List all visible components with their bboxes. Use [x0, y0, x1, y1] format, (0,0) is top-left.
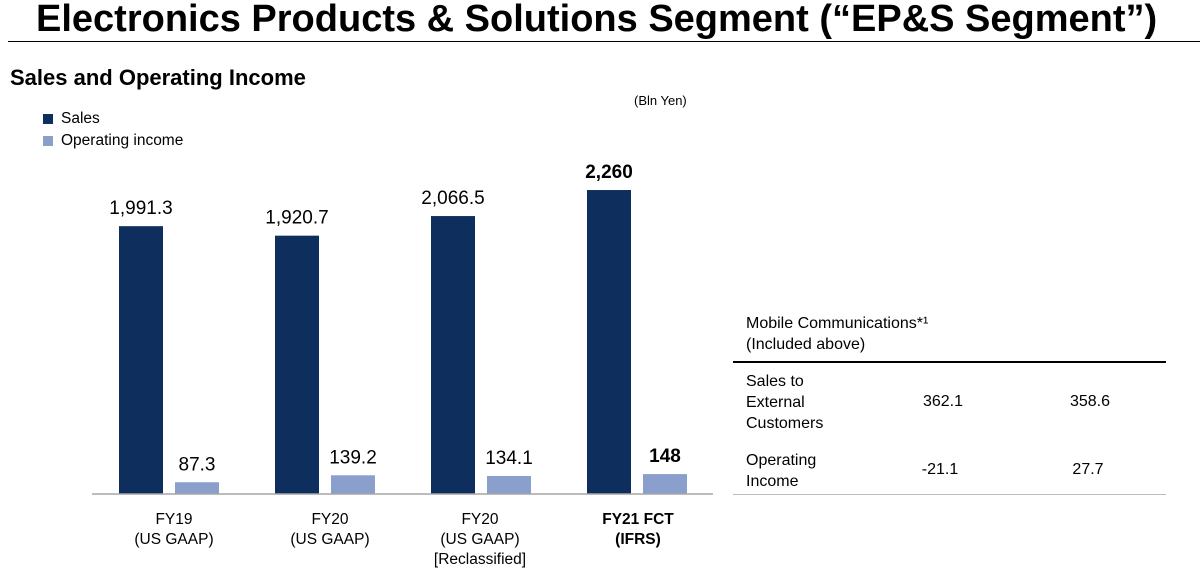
data-label-sales: 2,066.5	[421, 188, 484, 209]
bar-operating-income	[331, 475, 375, 494]
row-label-line: Income	[746, 473, 799, 490]
category-label: (US GAAP)	[290, 531, 369, 548]
bar-operating-income	[175, 482, 219, 494]
table-cell: 358.6	[1069, 393, 1111, 410]
table-cell: 362.1	[922, 393, 964, 410]
page-title: Electronics Products & Solutions Segment…	[36, 0, 1158, 40]
category-label: (IFRS)	[615, 531, 661, 548]
unit-label: (Bln Yen)	[634, 93, 687, 108]
row-label-line: Operating	[746, 452, 817, 469]
category-label: (US GAAP)	[440, 531, 519, 548]
data-label-operating-income: 134.1	[485, 448, 533, 469]
row-label-sales-external: Sales to External Customers	[746, 371, 823, 434]
category-label: [Reclassified]	[434, 551, 526, 568]
bar-sales	[275, 235, 319, 495]
legend-swatch-operating-income	[43, 136, 53, 146]
mobile-table-title: Mobile Communications*¹	[746, 315, 929, 332]
row-label-line: External	[746, 394, 805, 411]
bar-sales	[431, 216, 475, 494]
bar-operating-income	[487, 475, 531, 494]
row-label-line: Sales to	[746, 373, 804, 390]
table-cell: 27.7	[1072, 461, 1104, 478]
mobile-table-header: Mobile Communications*¹ (Included above)	[746, 313, 928, 355]
data-label-operating-income: 87.3	[179, 454, 216, 475]
chart-subtitle: Sales and Operating Income	[10, 65, 306, 90]
row-label-line: Customers	[746, 415, 824, 432]
legend-label-sales: Sales	[61, 110, 100, 127]
data-label-sales: 1,991.3	[109, 198, 172, 219]
table-bottom-rule	[733, 494, 1166, 495]
legend-label-operating-income: Operating income	[61, 132, 184, 149]
row-label-operating-income: Operating Income	[746, 450, 816, 492]
category-label: FY19	[155, 511, 192, 528]
legend-swatch-sales	[43, 114, 53, 124]
chart-legend: Sales Operating income	[43, 108, 183, 152]
bar-operating-income	[643, 474, 687, 494]
bar-sales	[587, 190, 631, 494]
data-label-sales: 1,920.7	[265, 208, 328, 229]
table-top-rule	[733, 361, 1166, 363]
data-label-operating-income: 139.2	[329, 447, 377, 468]
category-label: FY20	[311, 511, 348, 528]
mobile-table-note: (Included above)	[746, 336, 866, 353]
title-divider	[8, 41, 1200, 42]
bar-sales	[119, 226, 163, 494]
table-cell: -21.1	[921, 461, 959, 478]
category-label: (US GAAP)	[134, 531, 213, 548]
legend-item-operating-income: Operating income	[43, 130, 183, 152]
data-label-operating-income: 148	[649, 446, 681, 467]
category-label: FY21 FCT	[602, 511, 674, 528]
data-label-sales: 2,260	[585, 162, 633, 183]
legend-item-sales: Sales	[43, 108, 183, 130]
category-label: FY20	[461, 511, 498, 528]
